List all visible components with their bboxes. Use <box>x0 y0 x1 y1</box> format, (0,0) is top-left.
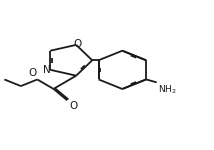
Text: N: N <box>43 65 50 75</box>
Text: NH$_2$: NH$_2$ <box>158 83 176 96</box>
Text: O: O <box>73 39 81 49</box>
Text: O: O <box>28 68 36 78</box>
Text: O: O <box>69 101 77 111</box>
